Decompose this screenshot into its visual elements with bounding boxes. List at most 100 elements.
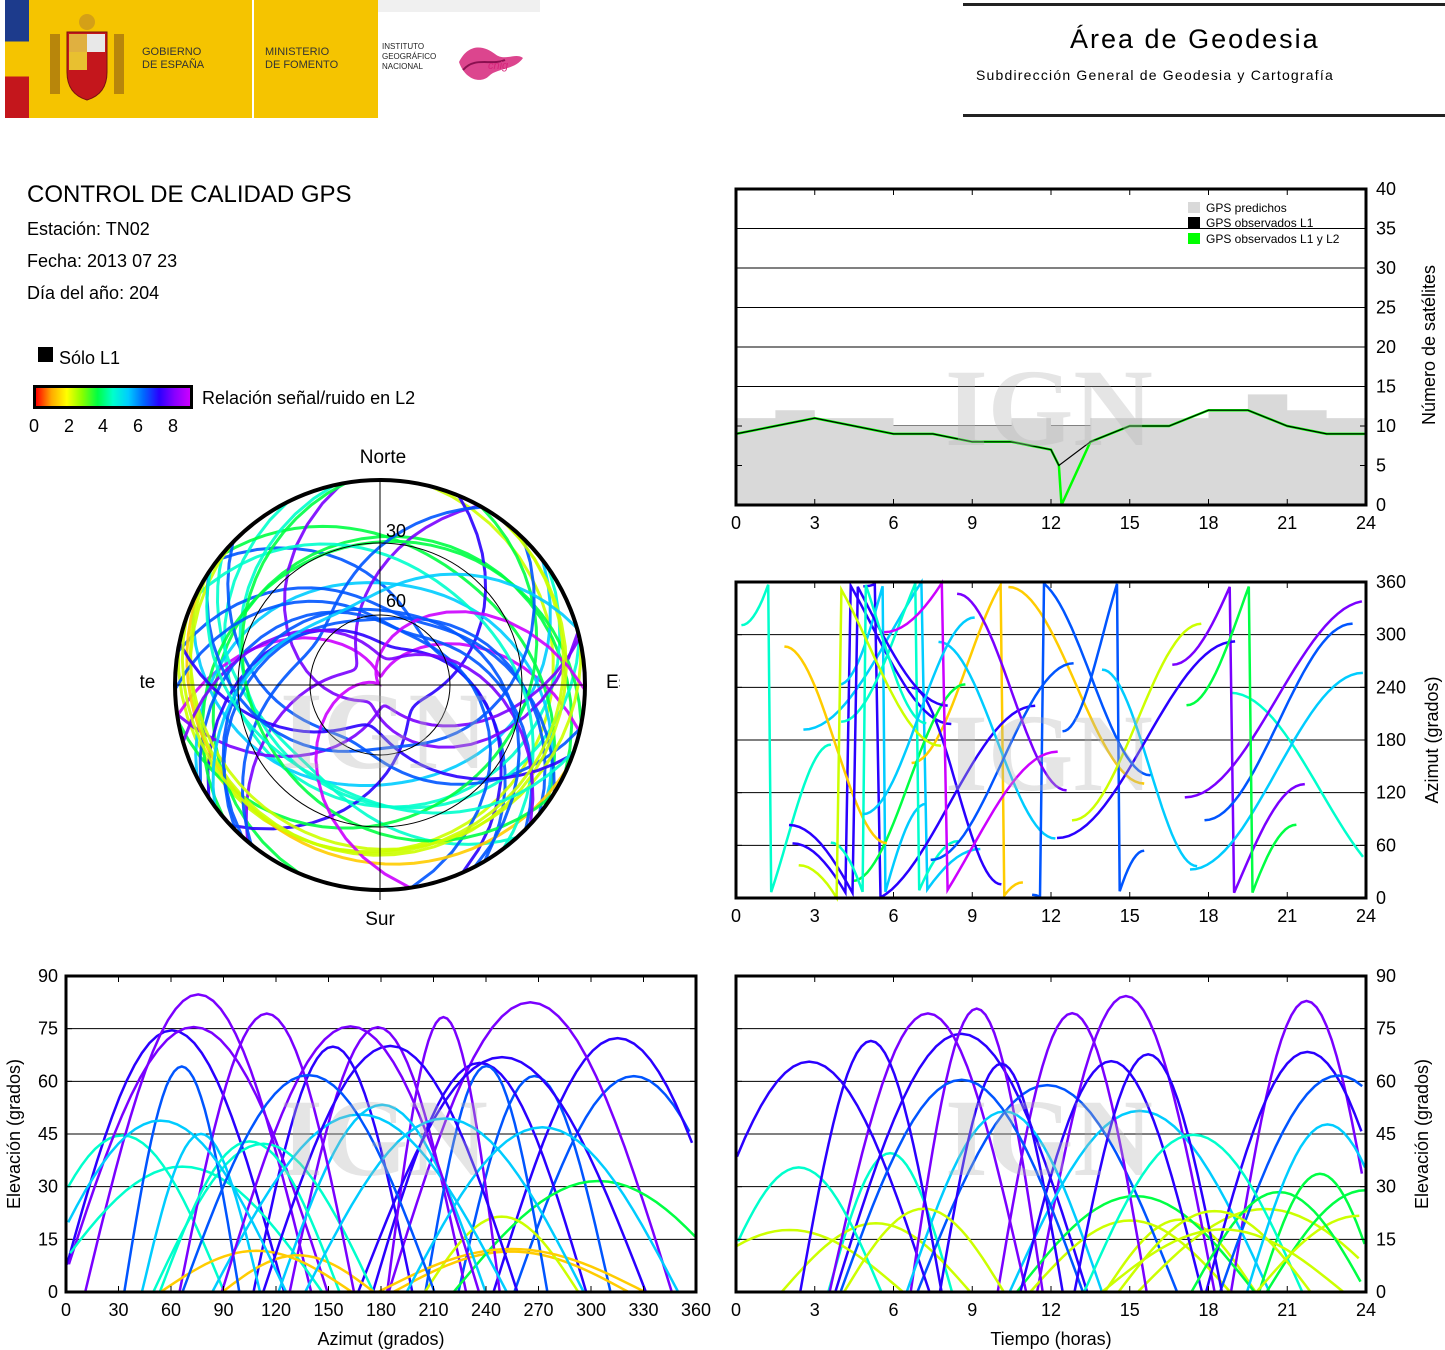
elev-azimuth-xlabel: Azimut (grados): [317, 1329, 444, 1349]
y-tick-label: 240: [1376, 677, 1406, 697]
south-label: Sur: [365, 909, 395, 930]
x-tick-label: 21: [1277, 513, 1297, 533]
elev-az-track: [377, 1247, 646, 1294]
elev-az-track: [220, 1025, 481, 1293]
divider: [252, 0, 254, 118]
y-tick-label: 0: [1376, 495, 1386, 515]
x-tick-label: 6: [888, 513, 898, 533]
sky-track: [314, 610, 587, 890]
elev-time-track: [1204, 1050, 1363, 1293]
azimuth-track: [1062, 583, 1145, 892]
header-rule-top: [963, 3, 1445, 6]
y-tick-label: 5: [1376, 456, 1386, 476]
legend-l1-swatch: [1188, 217, 1200, 228]
x-tick-label: 21: [1277, 1300, 1297, 1320]
elev-time-track: [1245, 1123, 1367, 1293]
sky-track: [217, 546, 507, 863]
sky-track: [220, 524, 556, 806]
elev-time-track: [1035, 994, 1216, 1293]
sat-count-legend: GPS predichos GPS observados L1 GPS obse…: [1188, 201, 1340, 246]
x-tick-label: 270: [523, 1300, 553, 1320]
snr-tick-8: 8: [168, 416, 179, 436]
y-tick-label: 45: [1376, 1124, 1396, 1144]
elev-time-track: [736, 1228, 904, 1293]
y-tick-label: 75: [1376, 1019, 1396, 1039]
y-tick-label: 120: [1376, 783, 1406, 803]
elev-az-track: [277, 1103, 487, 1293]
elev-time-track: [909, 1007, 1044, 1293]
elev-az-track: [513, 1074, 691, 1293]
watermark-count: IGN: [945, 347, 1153, 469]
elev-az-track: [159, 1249, 353, 1294]
azimuth-track: [1008, 585, 1145, 785]
x-tick-label: 24: [1356, 1300, 1376, 1320]
azimuth-track: [1172, 586, 1305, 894]
x-tick-label: 12: [1041, 906, 1061, 926]
gov-label: GOBIERNO DE ESPAÑA: [142, 46, 205, 71]
elev-time-track: [1190, 1190, 1362, 1293]
azimuth-track: [1031, 580, 1151, 899]
x-tick-label: 0: [731, 513, 741, 533]
elev-time-track: [834, 1032, 1089, 1293]
y-tick-label: 10: [1376, 416, 1396, 436]
watermark-elev-az: IGN: [280, 1077, 488, 1199]
cnig-label: cnig: [488, 60, 509, 72]
sky-track: [206, 628, 503, 874]
sky-track: [205, 569, 576, 815]
x-tick-label: 18: [1198, 1300, 1218, 1320]
l1-only-swatch: [38, 347, 53, 362]
x-tick-label: 0: [731, 906, 741, 926]
azimuth-track: [852, 683, 966, 883]
y-tick-label: 0: [48, 1282, 58, 1302]
elev-az-track: [371, 1061, 588, 1293]
elev-time-track: [828, 1012, 1028, 1293]
sky-track: [240, 481, 554, 843]
y-tick-label: 75: [38, 1019, 58, 1039]
y-tick-label: 45: [38, 1124, 58, 1144]
azimuth-track: [1071, 622, 1202, 822]
x-tick-label: 330: [628, 1300, 658, 1320]
cnig-logo-icon: [455, 40, 527, 86]
date-label: Fecha: 2013 07 23: [27, 251, 178, 271]
sky-track: [211, 572, 578, 807]
y-tick-label: 60: [1376, 835, 1396, 855]
sky-track: [240, 505, 482, 845]
x-tick-label: 300: [576, 1300, 606, 1320]
x-tick-label: 18: [1198, 906, 1218, 926]
x-tick-label: 15: [1120, 906, 1140, 926]
elev-az-track: [66, 1134, 226, 1293]
elev-az-track: [181, 1073, 436, 1293]
elev-time-track: [1008, 1109, 1271, 1293]
x-tick-label: 3: [810, 1300, 820, 1320]
coat-of-arms-icon: [42, 12, 132, 104]
legend-l1-label: GPS observados L1: [1206, 216, 1314, 230]
x-tick-label: 60: [161, 1300, 181, 1320]
x-tick-label: 18: [1198, 513, 1218, 533]
azimuth-track: [1184, 600, 1363, 799]
x-tick-label: 21: [1277, 906, 1297, 926]
area-subtitle: Subdirección General de Geodesia y Carto…: [976, 67, 1334, 83]
x-tick-label: 9: [967, 906, 977, 926]
y-tick-label: 35: [1376, 219, 1396, 239]
ring-label-60: 60: [386, 591, 406, 611]
azimuth-track: [1230, 691, 1364, 858]
header-rule-bottom: [963, 114, 1445, 117]
elev-time-track: [1218, 1074, 1363, 1293]
x-tick-label: 3: [810, 513, 820, 533]
ring-label-30: 30: [386, 521, 406, 541]
azimuth-track: [741, 584, 832, 893]
elev-az-track: [123, 1065, 241, 1293]
elev-az-track: [83, 993, 313, 1293]
x-tick-label: 15: [1120, 1300, 1140, 1320]
y-tick-label: 60: [1376, 1071, 1396, 1091]
azimuth-track: [956, 592, 1067, 792]
y-tick-label: 30: [1376, 1177, 1396, 1197]
elev-az-track: [211, 1113, 508, 1293]
azimuth-time-chart: 0 60 120 180 240 300 360 0 3 6 9 12 15 18 21 24 Azimut …: [731, 572, 1442, 926]
elev-az-track: [178, 1012, 356, 1293]
elev-time-track: [735, 1060, 931, 1293]
elev-time-xlabel: Tiempo (horas): [990, 1329, 1111, 1349]
snr-tick-6: 6: [133, 416, 144, 436]
elev-time-track: [839, 1078, 1085, 1293]
eu-flag-strip: [5, 0, 29, 118]
